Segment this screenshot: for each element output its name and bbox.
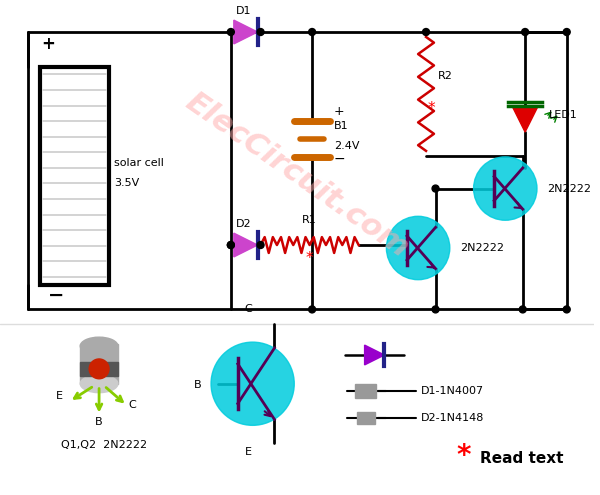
- Text: B: B: [95, 417, 103, 427]
- Text: 2N2222: 2N2222: [547, 184, 591, 194]
- Circle shape: [257, 29, 264, 36]
- Polygon shape: [234, 20, 257, 44]
- Text: Read text: Read text: [479, 450, 563, 465]
- Circle shape: [227, 29, 235, 36]
- Circle shape: [227, 242, 235, 248]
- Circle shape: [432, 306, 439, 313]
- Circle shape: [521, 29, 529, 36]
- Text: *: *: [305, 251, 313, 266]
- Text: ElecCircuit.com: ElecCircuit.com: [180, 88, 414, 264]
- Text: B: B: [194, 380, 202, 390]
- Text: E: E: [55, 391, 62, 400]
- Polygon shape: [234, 233, 257, 257]
- Text: Q1,Q2  2N2222: Q1,Q2 2N2222: [61, 440, 148, 450]
- Text: +: +: [334, 105, 344, 118]
- Text: E: E: [245, 447, 252, 457]
- Text: 3.5V: 3.5V: [114, 178, 139, 188]
- Bar: [356, 412, 374, 424]
- Text: R1: R1: [302, 215, 316, 225]
- Text: C: C: [245, 304, 253, 314]
- Text: D1: D1: [236, 6, 251, 16]
- Bar: [355, 384, 376, 397]
- Text: 2.4V: 2.4V: [334, 141, 359, 151]
- Text: −: −: [47, 286, 64, 304]
- Polygon shape: [512, 106, 538, 132]
- Text: *: *: [427, 101, 435, 116]
- Text: 2N2222: 2N2222: [460, 243, 504, 253]
- Ellipse shape: [80, 375, 118, 393]
- Bar: [40, 67, 109, 285]
- Circle shape: [89, 359, 109, 379]
- Circle shape: [422, 29, 430, 36]
- Ellipse shape: [80, 337, 118, 355]
- Text: solar cell: solar cell: [114, 158, 164, 168]
- Text: D2-1N4148: D2-1N4148: [421, 413, 484, 423]
- Circle shape: [386, 216, 450, 280]
- Text: B1: B1: [334, 121, 349, 131]
- Circle shape: [563, 306, 570, 313]
- Circle shape: [473, 157, 537, 220]
- Circle shape: [308, 29, 316, 36]
- Circle shape: [257, 242, 264, 248]
- Circle shape: [432, 185, 439, 192]
- Text: −: −: [334, 152, 346, 166]
- Circle shape: [563, 29, 570, 36]
- Bar: [80, 344, 118, 384]
- Text: R2: R2: [438, 71, 453, 81]
- Circle shape: [211, 342, 294, 425]
- Polygon shape: [365, 345, 385, 365]
- Text: *: *: [457, 442, 471, 470]
- Circle shape: [519, 306, 526, 313]
- Text: C: C: [129, 400, 137, 410]
- Bar: [80, 362, 118, 376]
- Text: +: +: [41, 35, 55, 53]
- Text: D1-1N4007: D1-1N4007: [421, 386, 484, 396]
- Text: LED1: LED1: [549, 110, 578, 120]
- Circle shape: [227, 242, 235, 248]
- Circle shape: [308, 306, 316, 313]
- Text: D2: D2: [236, 219, 251, 229]
